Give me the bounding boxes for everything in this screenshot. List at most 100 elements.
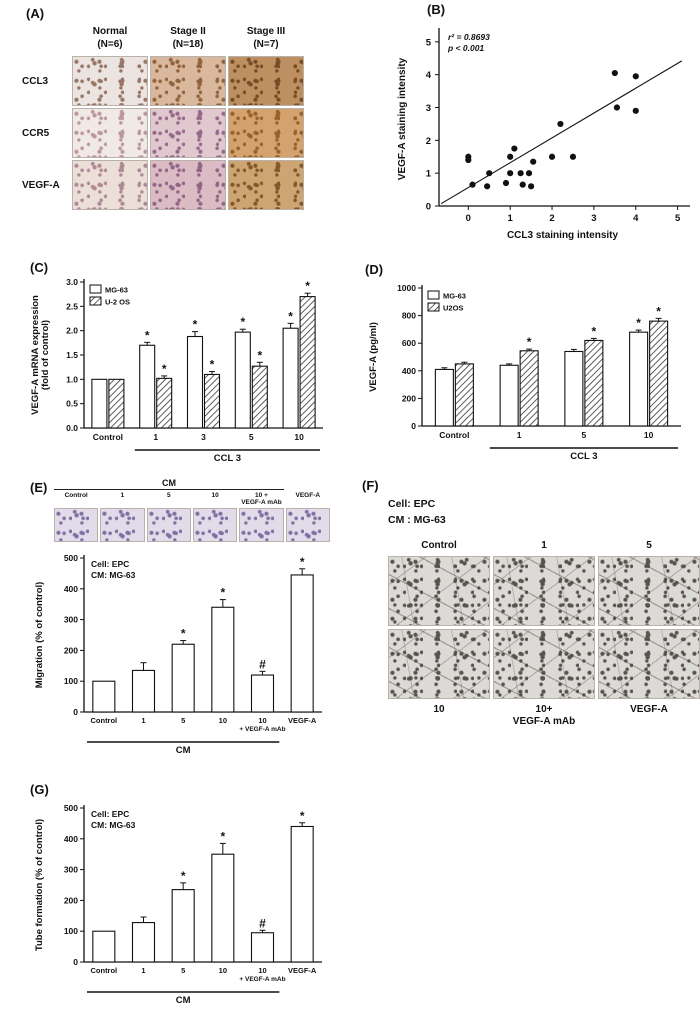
y-axis-title: VEGF-A (pg/ml) (368, 322, 379, 392)
data-point (569, 153, 577, 160)
bar-D-0-1 (454, 363, 474, 427)
data-point (507, 153, 514, 160)
y-tick-label: 500 (64, 553, 78, 563)
legend-label-1: U-2 OS (105, 298, 130, 307)
panel-a-ihc-image-ccl3-col2 (228, 56, 304, 106)
panel-e-strip-label-3: 10 (211, 492, 219, 499)
bar-C-3-1 (251, 365, 268, 429)
x-category-label: Control (93, 432, 123, 442)
panel-e-strip-label-1: 1 (120, 492, 125, 499)
panel-f-tube-image-grid (388, 556, 700, 699)
x-category-label: 1 (153, 432, 158, 442)
panel-a-ihc-image-vegf-a-col0 (72, 160, 148, 210)
y-axis-title: VEGF-A staining intensity (397, 57, 408, 180)
y-tick-label: 4 (426, 70, 432, 81)
bar-G-1-0 (131, 922, 156, 963)
panel-a-row-label-ccl3: CCL3 (22, 75, 49, 87)
bar-G-3-0 (211, 853, 235, 963)
significance-mark: * (257, 348, 262, 362)
group-bracket-label: CM (176, 995, 191, 1006)
group-bracket-label: CCL 3 (570, 451, 597, 462)
panel-f-tube-image-3 (388, 629, 490, 699)
x-category-label: + VEGF-A mAb (239, 726, 285, 733)
x-tick-label: 0 (466, 213, 471, 224)
panel-f-bottom-label-0: 10 (433, 704, 445, 715)
bar-C-4-0 (282, 327, 299, 429)
significance-mark: * (305, 279, 310, 293)
bar-D-3-0 (629, 331, 649, 427)
legend-label-0: MG-63 (105, 286, 128, 295)
data-point (511, 145, 518, 152)
panel-a-corner (22, 26, 70, 54)
chart-note: Cell: EPC (91, 809, 129, 819)
legend-swatch-0 (427, 290, 440, 300)
bar-C-0-1 (108, 378, 125, 429)
panel-f-bottom-label-2: VEGF-A (630, 704, 668, 715)
x-tick-label: 4 (633, 213, 639, 224)
significance-mark: * (592, 324, 597, 338)
panel-a-ihc-image-vegf-a-col1 (150, 160, 226, 210)
x-tick-label: 5 (675, 213, 681, 224)
x-category-label: 5 (181, 716, 185, 725)
panel-g-tube-formation-chart: 0 100 200 300 400 500 Tube formation (% of con… (34, 803, 322, 1006)
y-tick-label: 200 (64, 645, 78, 655)
bar-G-0-0 (92, 930, 116, 963)
significance-mark: * (181, 627, 186, 641)
significance-mark: # (259, 657, 266, 671)
bar-E-1-0 (131, 669, 156, 713)
y-tick-label: 1 (426, 169, 432, 180)
x-tick-label: 3 (591, 213, 596, 224)
y-tick-label: 100 (64, 926, 78, 936)
panel-a-col-header-0: Normal (N=6) (92, 26, 128, 50)
panel-b: (B) 0 1 2 3 4 5 0 1 2 3 4 5 CCL3 staining intensity V… (385, 2, 697, 258)
bar-C-0-0 (91, 378, 108, 429)
panel-f-top-labels: Control 1 5 (388, 540, 700, 552)
x-category-label: 1 (141, 966, 145, 975)
annotation: p < 0.001 (447, 43, 484, 53)
panel-g-tag: (G) (30, 782, 49, 797)
significance-mark: * (527, 335, 532, 349)
x-category-label: 1 (517, 430, 522, 440)
y-tick-label: 2 (426, 136, 431, 147)
bar-G-4-0 (250, 932, 275, 963)
panel-g: (G) 0 100 200 300 400 500 Tube formation (% of… (22, 780, 340, 1020)
panel-e-image-strip: CM Control 1 5 10 10 + VEGF-A mAb VEGF-A (54, 478, 330, 542)
data-point (469, 181, 476, 188)
x-category-label: + VEGF-A mAb (239, 976, 285, 983)
panel-e-strip-label-5: VEGF-A (295, 492, 321, 499)
significance-mark: * (300, 555, 305, 569)
group-bracket-label: CCL 3 (214, 453, 241, 464)
panel-a-tag: (A) (26, 6, 45, 21)
panel-e-strip-label-4: 10 + VEGF-A mAb (241, 492, 282, 507)
data-point (517, 170, 524, 177)
y-tick-label: 3 (426, 103, 431, 114)
panel-d-bar-chart: 0 200 400 600 800 1000 VEGF-A (pg/ml) Control * 1… (368, 283, 681, 462)
y-tick-label: 600 (402, 338, 416, 348)
annotation: r² = 0.8693 (448, 32, 490, 42)
y-tick-label: 0 (426, 202, 431, 213)
x-category-label: 10 (219, 716, 227, 725)
significance-mark: * (162, 362, 167, 376)
panel-a-ihc-image-ccl3-col0 (72, 56, 148, 106)
x-category-label: Control (90, 716, 117, 725)
data-point (611, 69, 618, 77)
x-category-label: 10 (258, 966, 266, 975)
bar-D-1-0 (499, 364, 519, 427)
y-tick-label: 1.0 (66, 374, 78, 384)
data-point (613, 104, 621, 111)
y-tick-label: 0.0 (66, 423, 78, 433)
x-tick-label: 1 (508, 213, 514, 224)
x-category-label: VEGF-A (288, 966, 317, 975)
y-tick-label: 0 (73, 957, 78, 967)
bar-D-2-0 (564, 350, 584, 427)
panel-f-tube-image-0 (388, 556, 490, 626)
significance-mark: * (656, 304, 661, 318)
bar-C-2-1 (203, 373, 221, 429)
bar-E-3-0 (211, 606, 235, 713)
panel-f-note-cm: CM : MG-63 (388, 514, 446, 526)
significance-mark: * (210, 358, 215, 372)
y-tick-label: 1000 (397, 283, 416, 293)
panel-e-cm-bracket-line (54, 489, 284, 490)
panel-e-migration-image-3 (192, 507, 238, 542)
